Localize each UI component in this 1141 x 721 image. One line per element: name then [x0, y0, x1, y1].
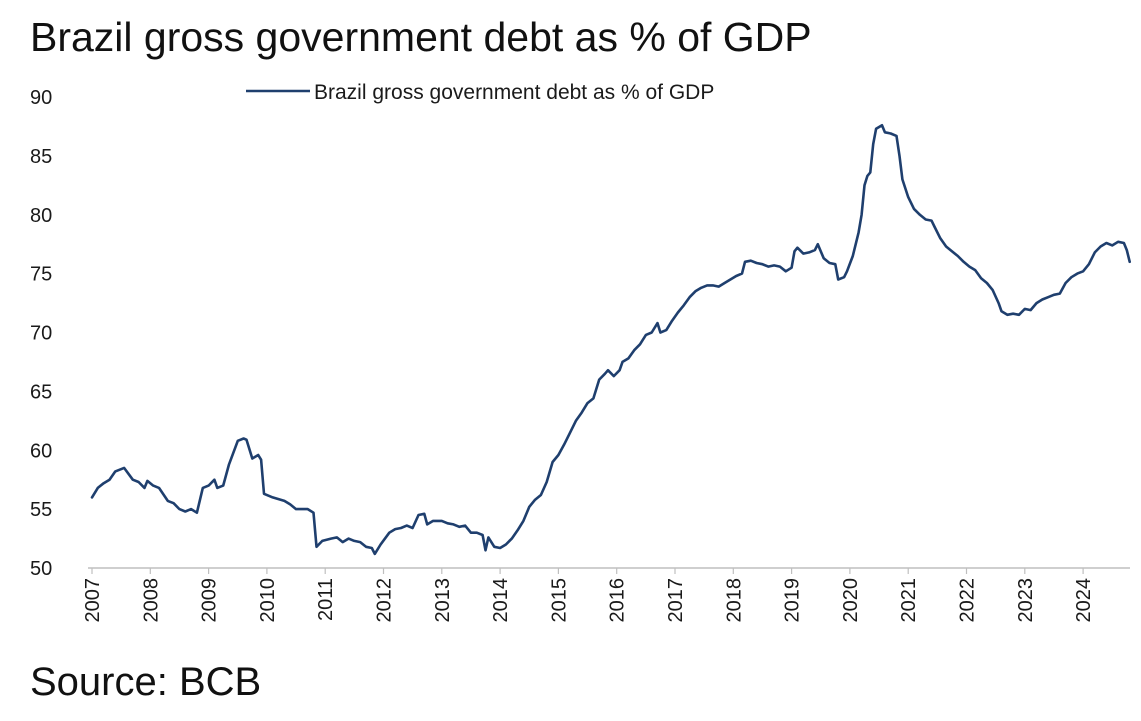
series-layer [90, 124, 1131, 556]
legend: Brazil gross government debt as % of GDP [246, 81, 714, 104]
x-tick-label: 2008 [140, 578, 162, 623]
chart-title: Brazil gross government debt as % of GDP [30, 14, 812, 60]
x-tick-label: 2007 [82, 578, 104, 623]
x-tick-label: 2020 [840, 578, 862, 623]
y-tick-label: 75 [30, 264, 52, 286]
x-tick-label: 2015 [548, 578, 570, 623]
y-tick-label: 85 [30, 146, 52, 168]
y-tick-label: 70 [30, 323, 52, 345]
y-tick-label: 90 [30, 87, 52, 109]
x-tick-label: 2023 [1015, 578, 1037, 623]
y-tick-label: 65 [30, 381, 52, 403]
x-tick-label: 2017 [665, 578, 687, 623]
x-tick-label: 2014 [490, 578, 512, 623]
y-tick-label: 80 [30, 205, 52, 227]
x-tick-label: 2021 [898, 578, 920, 623]
x-axis: 2007 2008 2009 2010 2011 2012 2013 2014 2015 2016… [82, 567, 1130, 623]
source-note: Source: BCB [30, 660, 262, 704]
series-line [90, 124, 1131, 556]
x-tick-label: 2019 [782, 578, 804, 623]
x-tick-label: 2010 [257, 578, 279, 623]
x-tick-label: 2022 [957, 578, 979, 623]
x-tick-label: 2013 [432, 578, 454, 623]
y-tick-label: 50 [30, 558, 52, 580]
y-tick-label: 60 [30, 440, 52, 462]
x-tick-label: 2016 [607, 578, 629, 623]
x-tick-label: 2024 [1073, 578, 1095, 623]
x-tick-label: 2009 [199, 578, 221, 623]
y-axis: 50 55 60 65 70 75 80 85 90 [30, 87, 52, 580]
legend-entry: Brazil gross government debt as % of GDP [314, 81, 714, 104]
x-tick-label: 2018 [723, 578, 745, 623]
x-tick-label: 2011 [315, 578, 337, 621]
x-tick-label: 2012 [374, 578, 396, 623]
y-tick-label: 55 [30, 499, 52, 521]
